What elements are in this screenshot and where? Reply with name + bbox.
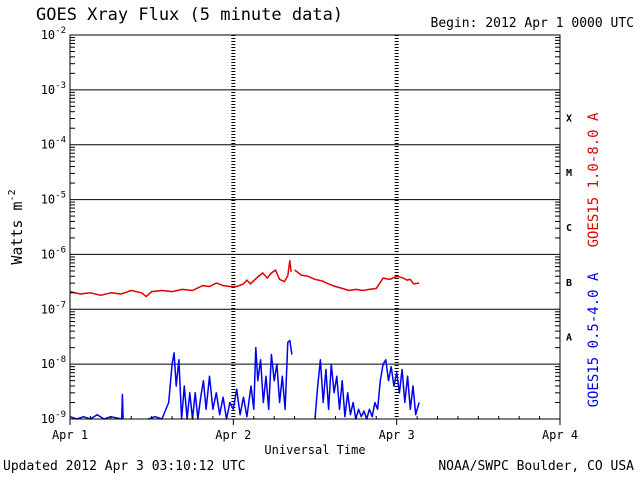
x-axis-label: Universal Time xyxy=(264,443,365,457)
y-tick-label: 10-8 xyxy=(41,355,66,371)
y-tick-label: 10-2 xyxy=(41,26,66,42)
x-tick-label: Apr 2 xyxy=(215,428,251,442)
series-line-short xyxy=(69,339,420,420)
flare-class-label: A xyxy=(566,333,572,344)
flare-class-label: M xyxy=(566,168,572,179)
flare-class-label: B xyxy=(566,278,572,289)
y-tick-label: 10-4 xyxy=(41,136,66,152)
legend-label-long: GOES15 1.0-8.0 A xyxy=(586,112,602,247)
y-axis-label: Watts m-2 xyxy=(7,189,26,264)
flare-class-label: C xyxy=(566,223,572,234)
y-tick-label: 10-6 xyxy=(41,245,66,261)
y-tick-label: 10-7 xyxy=(41,300,66,316)
x-tick-label: Apr 3 xyxy=(379,428,415,442)
y-tick-label: 10-5 xyxy=(41,191,66,207)
updated-timestamp: Updated 2012 Apr 3 03:10:12 UTC xyxy=(3,459,246,474)
plot-frame xyxy=(69,34,561,420)
chart-title: GOES Xray Flux (5 minute data) xyxy=(36,5,344,25)
begin-time: Begin: 2012 Apr 1 0000 UTC xyxy=(430,16,635,31)
legend-label-short: GOES15 0.5-4.0 A xyxy=(586,272,602,407)
y-tick-label: 10-3 xyxy=(41,81,66,97)
flare-class-label: X xyxy=(566,113,572,124)
x-tick-label: Apr 1 xyxy=(52,428,88,442)
source-credit: NOAA/SWPC Boulder, CO USA xyxy=(438,459,634,474)
series-line-long xyxy=(69,259,420,298)
x-tick-label: Apr 4 xyxy=(542,428,578,442)
y-tick-label: 10-9 xyxy=(41,410,66,426)
